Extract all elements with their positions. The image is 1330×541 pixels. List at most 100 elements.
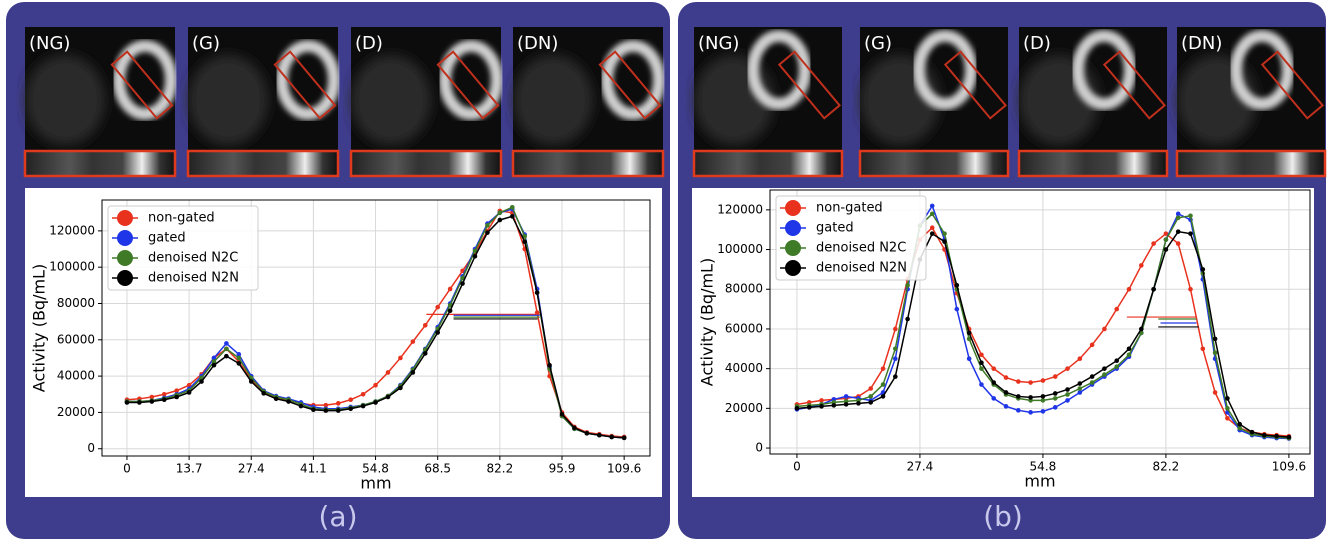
data-point (1225, 396, 1230, 401)
data-point (819, 404, 824, 409)
data-point (348, 406, 353, 411)
y-axis-label: Activity (Bq/mL) (30, 264, 49, 392)
profile-strip (513, 151, 663, 176)
data-point (1237, 426, 1242, 431)
y-tick-label: 60000 (725, 321, 763, 335)
data-point (967, 331, 972, 336)
data-point (373, 400, 378, 405)
x-tick-label: 41.1 (300, 462, 327, 476)
legend-marker (117, 270, 133, 286)
x-tick-label: 95.9 (549, 462, 576, 476)
data-point (1188, 287, 1193, 292)
y-tick-label: 0 (755, 441, 763, 455)
data-point (622, 436, 627, 441)
data-point (1164, 237, 1169, 242)
legend-label: denoised N2C (816, 241, 906, 256)
data-point (1065, 387, 1070, 392)
data-point (807, 405, 812, 410)
data-point (819, 398, 824, 403)
y-tick-label: 0 (87, 441, 95, 455)
data-point (1090, 380, 1095, 385)
image-label: (NG) (698, 33, 739, 54)
data-point (510, 205, 515, 210)
legend-marker (785, 260, 801, 276)
data-point (868, 394, 873, 399)
profile-strip (860, 151, 1008, 176)
data-point (1004, 375, 1009, 380)
data-point (498, 210, 503, 215)
data-point (572, 426, 577, 431)
data-point (199, 379, 204, 384)
x-tick-label: 0 (123, 462, 131, 476)
data-point (1078, 386, 1083, 391)
x-tick-label: 0 (793, 460, 801, 474)
data-point (1225, 416, 1230, 421)
data-point (1053, 405, 1058, 410)
data-point (1213, 350, 1218, 355)
data-point (150, 399, 155, 404)
data-point (1102, 366, 1107, 371)
data-point (955, 283, 960, 288)
data-point (1139, 263, 1144, 268)
page: {"panels": [ {"caption": "(a)", "images"… (0, 0, 1330, 541)
data-point (1114, 358, 1119, 363)
data-point (1016, 394, 1021, 399)
data-point (1127, 346, 1132, 351)
data-point (1004, 390, 1009, 395)
y-tick-label: 60000 (57, 332, 95, 346)
data-point (1176, 212, 1181, 217)
data-point (1028, 395, 1033, 400)
data-point (423, 323, 428, 328)
data-point (435, 330, 440, 335)
data-point (435, 305, 440, 310)
legend-label: denoised N2N (148, 271, 239, 286)
data-point (311, 407, 316, 412)
data-point (411, 370, 416, 375)
data-point (881, 394, 886, 399)
data-point (249, 379, 254, 384)
data-point (967, 356, 972, 361)
y-axis-label: Activity (Bq/mL) (698, 258, 717, 386)
data-point (535, 290, 540, 295)
data-point (1053, 391, 1058, 396)
data-point (1237, 422, 1242, 427)
data-point (1274, 434, 1279, 439)
data-point (1225, 406, 1230, 411)
legend-label: non-gated (148, 211, 215, 226)
data-point (448, 308, 453, 313)
data-point (1250, 430, 1255, 435)
data-point (991, 366, 996, 371)
data-point (893, 356, 898, 361)
data-point (448, 287, 453, 292)
panel-caption: (a) (318, 500, 357, 533)
y-tick-label: 100000 (49, 260, 95, 274)
profile-strip (351, 151, 501, 176)
data-point (460, 281, 465, 286)
data-point (1127, 352, 1132, 357)
data-point (361, 404, 366, 409)
x-axis-label: mm (1024, 472, 1055, 491)
legend-marker (117, 250, 133, 266)
data-point (979, 352, 984, 357)
legend-marker (785, 200, 801, 216)
y-tick-label: 120000 (49, 223, 95, 237)
data-point (844, 394, 849, 399)
data-point (597, 433, 602, 438)
data-point (1201, 267, 1206, 272)
x-tick-label: 82.2 (1153, 460, 1180, 474)
profile-strip (1177, 151, 1325, 176)
data-point (856, 401, 861, 406)
data-point (893, 374, 898, 379)
data-point (609, 435, 614, 440)
data-point (324, 408, 329, 413)
data-point (274, 397, 279, 402)
data-point (881, 366, 886, 371)
legend-label: gated (816, 221, 854, 236)
image-label: (NG) (29, 33, 70, 54)
data-point (522, 239, 527, 244)
data-point (237, 361, 242, 366)
data-point (930, 204, 935, 209)
data-point (930, 231, 935, 236)
data-point (336, 408, 341, 413)
data-point (905, 317, 910, 322)
